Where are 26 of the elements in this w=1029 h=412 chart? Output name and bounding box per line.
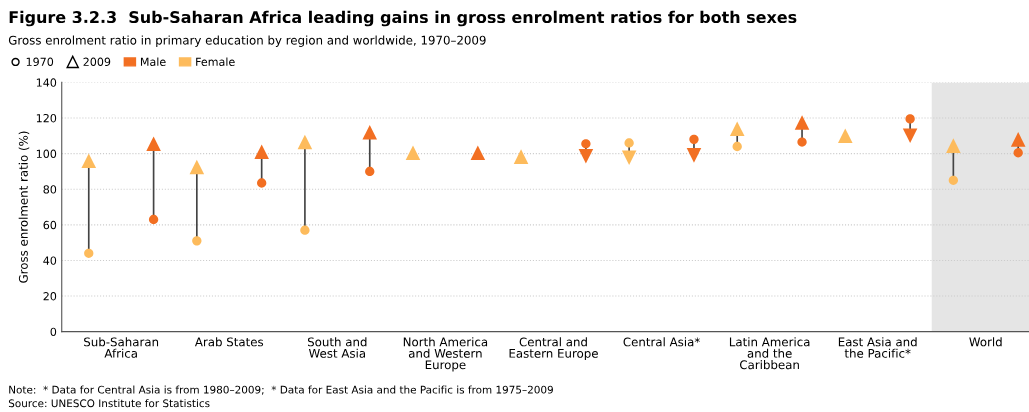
x-tick-label: Latin America and the Caribbean (729, 337, 810, 370)
y-tick-label: 120 (36, 113, 57, 123)
chart-subtitle: Gross enrolment ratio in primary education by region and worldwide, 1970–2009 (8, 35, 486, 47)
legend-label: Female (196, 57, 235, 66)
text: 2009 (83, 57, 111, 66)
legend-label: Male (140, 57, 166, 66)
x-tick-label: Arab States (194, 337, 264, 347)
x-tick-label: North America and Western Europe (403, 337, 488, 372)
x-tick-label: East Asia and the Pacific* (838, 337, 917, 358)
y-tick-label: 140 (36, 78, 57, 87)
x-tick-label: World (969, 337, 1002, 347)
x-tick-label: Sub-Saharan Africa (84, 337, 159, 358)
source-note: Source: UNESCO Institute for Statistics (8, 399, 210, 408)
y-tick-label: 80 (43, 185, 57, 194)
y-axis-title: Gross enrolment ratio (%) (18, 131, 30, 283)
chart-title: Figure 3.2.3 Sub-Saharan Africa leading gains in gross enrolment ratios for both sexes (9, 10, 797, 27)
text: Note: * Data for Central Asia is from 1980–2009; * Data for East Asia and the Pacific is from 1975–2009 (9, 385, 553, 395)
x-tick-label: Central and Eastern Europe (509, 337, 598, 361)
y-tick-label: 20 (43, 292, 57, 301)
x-tick-label: Central Asia* (623, 337, 700, 347)
text: 1970 (26, 57, 54, 66)
x-tick-label: South and West Asia (307, 337, 367, 358)
y-tick-label: 100 (36, 149, 57, 158)
y-tick-label: 0 (50, 327, 57, 337)
y-tick-label: 60 (43, 220, 57, 230)
y-tick-label: 40 (43, 256, 57, 265)
